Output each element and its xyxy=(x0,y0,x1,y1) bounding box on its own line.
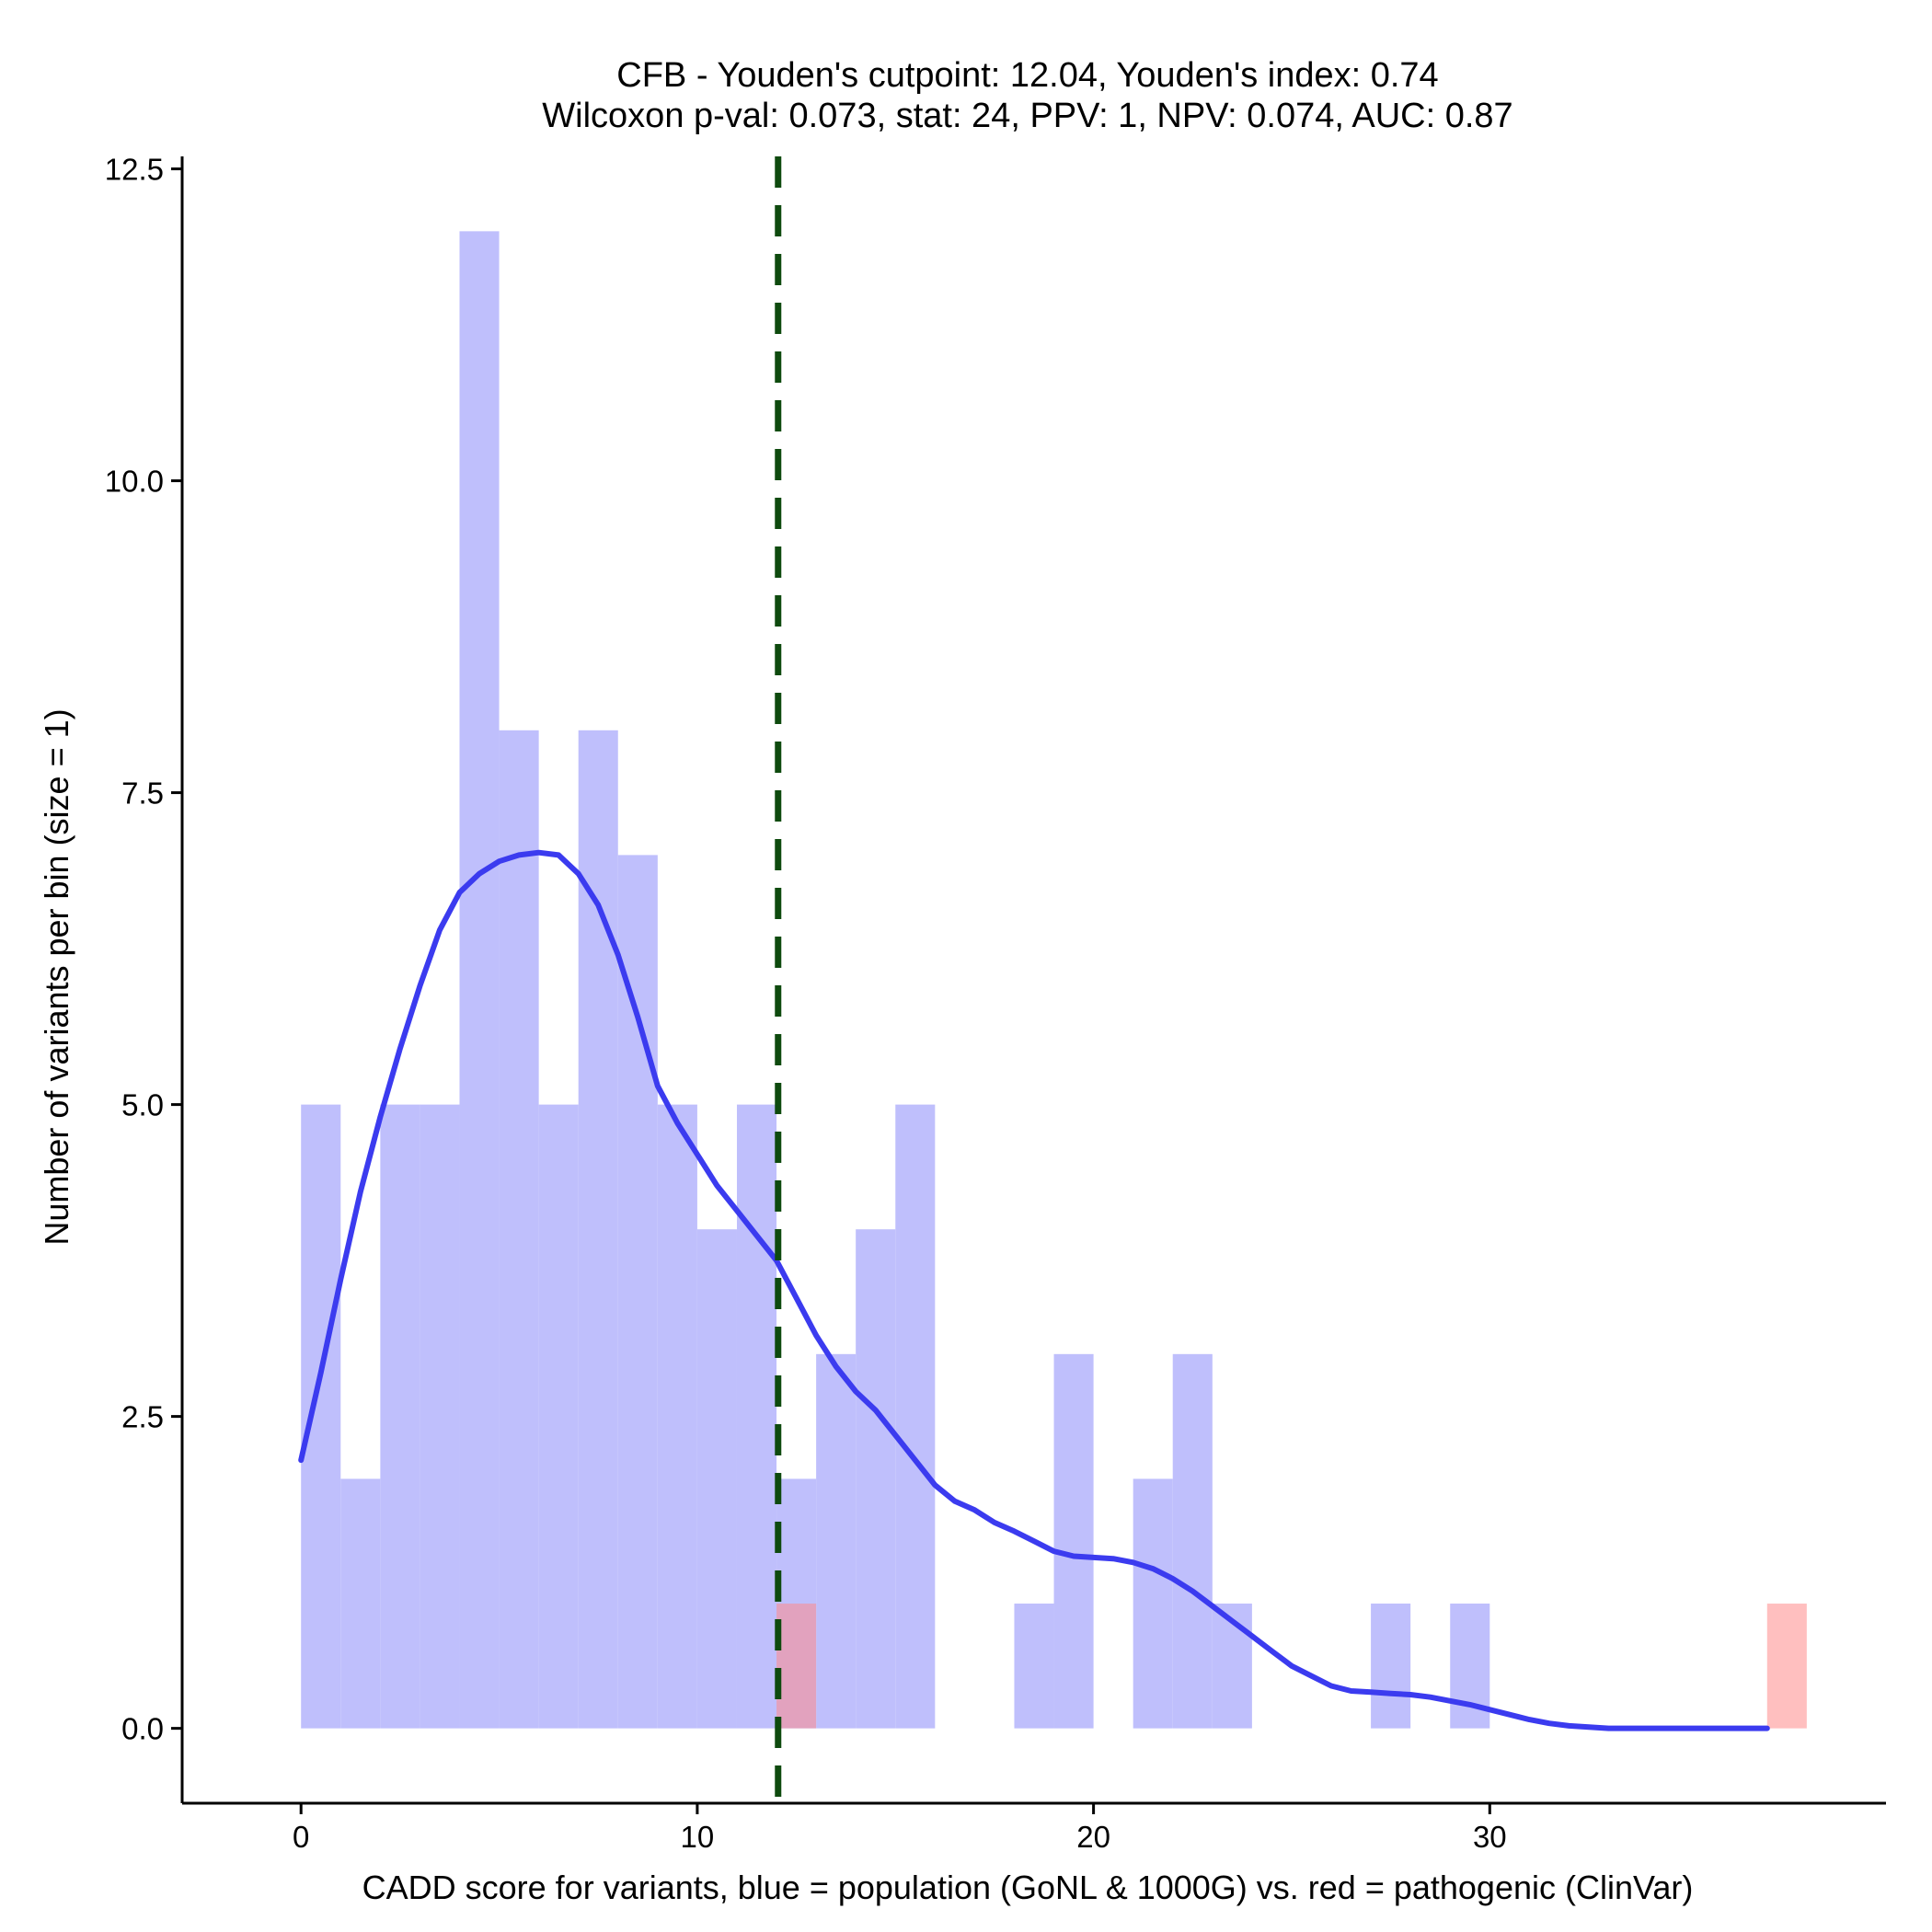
chart-title: CFB - Youden's cutpoint: 12.04, Youden's… xyxy=(616,56,1438,95)
x-tick-label: 0 xyxy=(293,1820,309,1854)
population-bar-4 xyxy=(459,231,500,1729)
population-bar-8 xyxy=(617,855,658,1729)
axes-layer xyxy=(180,156,1886,1805)
population-bar-9 xyxy=(657,1104,697,1729)
x-tick-label: 30 xyxy=(1473,1820,1507,1854)
x-tick-label: 20 xyxy=(1076,1820,1110,1854)
population-bar-7 xyxy=(578,730,618,1729)
y-ticks: 0.0 2.5 5.0 7.5 10.0 12.5 xyxy=(105,153,182,1746)
y-tick-label: 10.0 xyxy=(105,465,164,499)
population-bar-10 xyxy=(696,1229,737,1729)
population-bar-21 xyxy=(1133,1478,1173,1729)
population-bar-14 xyxy=(856,1229,896,1729)
population-bar-5 xyxy=(499,730,539,1729)
x-ticks: 0 10 20 30 xyxy=(293,1803,1507,1854)
chart-subtitle: Wilcoxon p-val: 0.073, stat: 24, PPV: 1,… xyxy=(542,97,1512,135)
population-bar-2 xyxy=(380,1104,420,1729)
population-bar-1 xyxy=(340,1478,381,1729)
population-bar-18 xyxy=(1014,1604,1054,1729)
population-bar-27 xyxy=(1371,1604,1411,1729)
title-group: CFB - Youden's cutpoint: 12.04, Youden's… xyxy=(542,56,1512,135)
x-axis-label: CADD score for variants, blue = populati… xyxy=(362,1869,1694,1906)
population-bar-13 xyxy=(816,1353,857,1729)
y-tick-label: 2.5 xyxy=(121,1400,164,1434)
population-bar-19 xyxy=(1053,1353,1094,1729)
y-tick-label: 5.0 xyxy=(121,1088,164,1122)
population-bar-22 xyxy=(1172,1353,1213,1729)
population-bar-11 xyxy=(736,1104,777,1729)
curve-layer xyxy=(298,849,1770,1731)
y-axis-label: Number of variants per bin (size = 1) xyxy=(38,708,75,1245)
density-curve xyxy=(298,849,1770,1731)
y-tick-label: 7.5 xyxy=(121,776,164,811)
y-tick-label: 12.5 xyxy=(105,153,164,187)
population-bar-15 xyxy=(895,1104,936,1729)
x-tick-label: 10 xyxy=(681,1820,715,1854)
y-tick-label: 0.0 xyxy=(121,1712,164,1746)
pathogenic-bar-37 xyxy=(1766,1604,1807,1729)
population-bar-3 xyxy=(420,1104,460,1729)
bars-layer xyxy=(301,231,1807,1729)
pathogenic-bar-12 xyxy=(776,1604,817,1729)
population-bar-0 xyxy=(301,1104,341,1729)
population-bar-6 xyxy=(538,1104,579,1729)
